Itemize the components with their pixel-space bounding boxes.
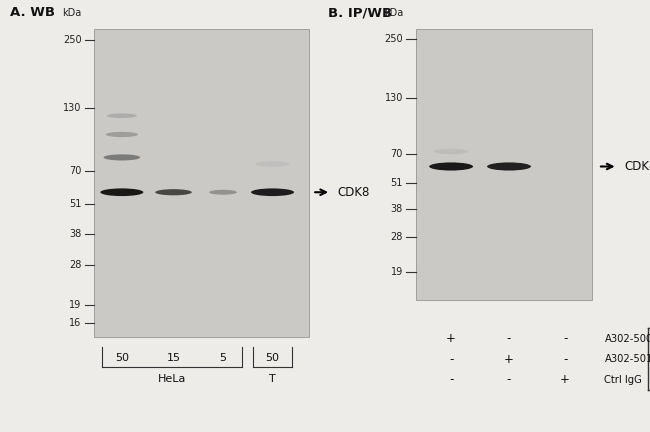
Ellipse shape xyxy=(155,189,192,195)
Text: -: - xyxy=(563,332,567,345)
Text: -: - xyxy=(507,332,511,345)
Text: 16: 16 xyxy=(69,318,81,328)
Text: HeLa: HeLa xyxy=(158,374,187,384)
Text: Ctrl IgG: Ctrl IgG xyxy=(604,375,642,384)
Text: A302-500A: A302-500A xyxy=(604,334,650,343)
Text: 38: 38 xyxy=(391,204,403,214)
Ellipse shape xyxy=(255,161,290,167)
Text: 19: 19 xyxy=(391,267,403,277)
Text: 70: 70 xyxy=(391,149,403,159)
Ellipse shape xyxy=(107,114,137,118)
Text: 50: 50 xyxy=(115,353,129,363)
Text: 250: 250 xyxy=(63,35,81,45)
Text: +: + xyxy=(560,373,570,386)
Text: 50: 50 xyxy=(266,353,280,363)
Text: 51: 51 xyxy=(391,178,403,187)
Text: A302-501A: A302-501A xyxy=(604,354,650,364)
Text: 38: 38 xyxy=(69,229,81,239)
Text: kDa: kDa xyxy=(384,9,403,19)
Ellipse shape xyxy=(487,162,531,171)
Text: -: - xyxy=(449,373,453,386)
Text: 130: 130 xyxy=(63,102,81,112)
Text: -: - xyxy=(563,353,567,365)
Text: 15: 15 xyxy=(166,353,181,363)
Text: CDK8: CDK8 xyxy=(624,160,650,173)
Text: 70: 70 xyxy=(69,166,81,176)
Text: 19: 19 xyxy=(69,300,81,310)
Text: T: T xyxy=(269,374,276,384)
FancyBboxPatch shape xyxy=(94,29,309,337)
Text: +: + xyxy=(446,332,456,345)
Text: CDK8: CDK8 xyxy=(337,186,370,199)
Ellipse shape xyxy=(434,149,469,154)
FancyBboxPatch shape xyxy=(416,29,592,300)
Text: 28: 28 xyxy=(69,260,81,270)
Text: 51: 51 xyxy=(69,199,81,209)
Ellipse shape xyxy=(106,132,138,137)
Text: +: + xyxy=(504,353,514,365)
Ellipse shape xyxy=(103,154,140,161)
Text: A. WB: A. WB xyxy=(10,6,55,19)
Text: -: - xyxy=(507,373,511,386)
Text: -: - xyxy=(449,353,453,365)
Text: 250: 250 xyxy=(384,34,403,44)
Text: kDa: kDa xyxy=(62,9,81,19)
Ellipse shape xyxy=(251,188,294,196)
Text: B. IP/WB: B. IP/WB xyxy=(328,6,393,19)
Ellipse shape xyxy=(429,162,473,171)
Ellipse shape xyxy=(209,190,237,195)
Text: 5: 5 xyxy=(220,353,227,363)
Text: 130: 130 xyxy=(385,93,403,103)
Ellipse shape xyxy=(100,188,144,196)
Text: 28: 28 xyxy=(391,232,403,242)
